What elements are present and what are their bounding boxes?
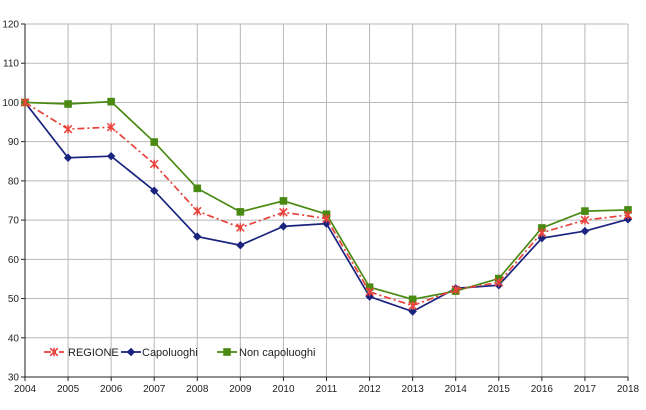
x-tick-label: 2015 — [488, 384, 511, 395]
x-tick-label: 2006 — [100, 384, 123, 395]
data-point-non-capoluoghi — [581, 207, 589, 215]
data-point-regione — [580, 215, 590, 225]
legend-marker-non-capoluoghi — [223, 348, 231, 356]
data-point-regione — [365, 287, 374, 297]
legend-label-capoluoghi: Capoluoghi — [142, 347, 198, 359]
data-point-non-capoluoghi — [322, 210, 331, 219]
legend-item-non-capoluoghi: Non capoluoghi — [217, 347, 315, 359]
x-tick-label: 2016 — [531, 384, 554, 395]
data-point-regione — [63, 124, 73, 134]
data-point-capoluoghi — [150, 186, 159, 195]
data-point-regione — [20, 98, 30, 107]
x-tick-label: 2012 — [358, 384, 381, 395]
y-tick-label: 80 — [8, 176, 20, 187]
y-tick-label: 40 — [8, 333, 20, 344]
legend-item-capoluoghi: Capoluoghi — [121, 347, 198, 359]
data-point-capoluoghi — [63, 153, 73, 162]
data-point-regione — [494, 278, 504, 287]
x-tick-label: 2008 — [186, 384, 209, 395]
data-point-regione — [322, 214, 331, 223]
data-point-non-capoluoghi — [538, 224, 546, 232]
y-tick-label: 30 — [8, 373, 20, 384]
y-tick-label: 100 — [2, 98, 19, 109]
axes — [21, 23, 629, 381]
data-point-non-capoluoghi — [236, 208, 245, 216]
x-tick-labels: 2004 2005 2006 2007 2008 2009 2010 2011 2012 2013… — [14, 384, 640, 395]
data-point-capoluoghi — [193, 232, 202, 241]
y-tick-labels: 30 40 50 60 70 80 90 100 110 120 — [2, 20, 19, 384]
legend: REGIONE Capoluoghi Non capoluoghi — [44, 347, 315, 359]
data-point-capoluoghi — [236, 241, 245, 250]
data-point-non-capoluoghi — [64, 100, 72, 108]
y-tick-label: 70 — [8, 216, 20, 227]
series-layer — [20, 97, 633, 316]
data-point-regione — [149, 159, 159, 169]
x-tick-label: 2009 — [229, 384, 252, 395]
x-tick-label: 2014 — [445, 384, 468, 395]
x-tick-label: 2011 — [316, 384, 338, 395]
x-tick-label: 2004 — [14, 384, 37, 395]
x-tick-label: 2013 — [402, 384, 425, 395]
y-tick-label: 110 — [3, 59, 19, 70]
x-tick-label: 2018 — [617, 384, 640, 395]
y-tick-label: 120 — [2, 20, 19, 31]
y-tick-label: 60 — [8, 255, 20, 266]
legend-marker-capoluoghi — [126, 347, 136, 357]
data-point-regione — [623, 210, 633, 220]
data-point-regione — [408, 301, 417, 310]
data-point-non-capoluoghi — [107, 97, 115, 106]
y-tick-label: 50 — [8, 294, 20, 305]
data-point-capoluoghi — [408, 307, 417, 316]
grid — [25, 23, 629, 377]
data-point-capoluoghi — [106, 151, 116, 161]
legend-marker-regione — [49, 347, 59, 357]
data-point-regione — [279, 207, 288, 217]
legend-item-regione: REGIONE — [44, 347, 119, 359]
data-point-capoluoghi — [580, 226, 590, 236]
y-tick-label: 90 — [8, 137, 20, 148]
data-point-non-capoluoghi — [279, 197, 288, 205]
data-point-regione — [537, 228, 547, 237]
x-tick-label: 2005 — [57, 384, 80, 395]
data-point-non-capoluoghi — [408, 295, 417, 304]
data-point-non-capoluoghi — [365, 283, 374, 291]
series-regione — [20, 98, 633, 310]
data-point-non-capoluoghi — [150, 138, 159, 146]
data-point-capoluoghi — [322, 219, 331, 228]
data-point-non-capoluoghi — [624, 206, 632, 214]
legend-label-regione: REGIONE — [68, 347, 119, 359]
legend-label-non-capoluoghi: Non capoluoghi — [239, 347, 315, 359]
x-tick-label: 2017 — [574, 384, 597, 395]
data-point-regione — [192, 206, 202, 216]
x-tick-label: 2010 — [272, 384, 295, 395]
data-point-regione — [106, 122, 116, 132]
data-point-regione — [236, 223, 245, 232]
data-point-non-capoluoghi — [193, 184, 202, 193]
data-point-capoluoghi — [279, 222, 288, 231]
x-tick-label: 2007 — [143, 384, 166, 395]
data-point-regione — [451, 285, 461, 294]
